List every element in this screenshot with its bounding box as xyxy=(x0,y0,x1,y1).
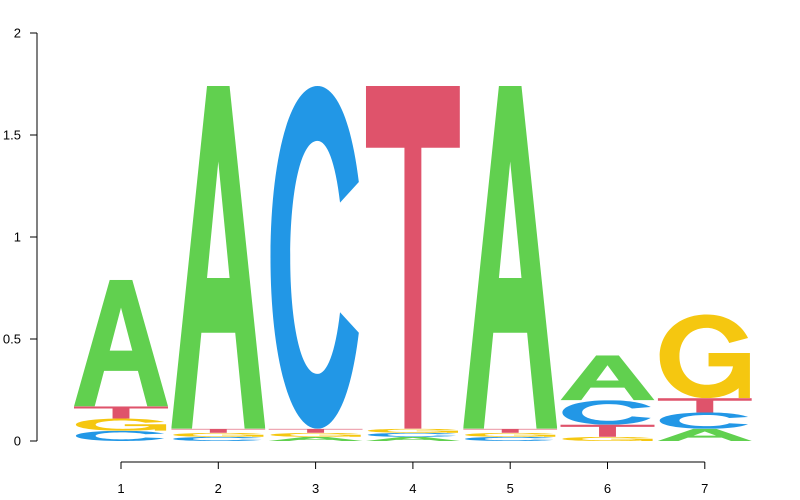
x-tick-label: 6 xyxy=(604,481,611,496)
position-stack-6 xyxy=(560,355,655,441)
letter-g-glyph xyxy=(465,432,556,437)
letter-a-glyph xyxy=(74,279,168,407)
x-tick-label: 7 xyxy=(701,481,708,496)
letter-t-glyph xyxy=(268,428,363,433)
letter-a-glyph xyxy=(560,355,655,401)
x-axis: 1 2 3 4 5 6 7 xyxy=(117,461,708,496)
letter-a-glyph xyxy=(463,86,558,429)
letter-g-glyph xyxy=(270,432,361,437)
letter-c-glyph xyxy=(465,436,554,441)
position-stack-4 xyxy=(365,86,460,441)
y-tick-label: 1.5 xyxy=(3,128,21,143)
y-tick-label: 2 xyxy=(14,26,21,41)
letter-a-glyph xyxy=(365,436,460,441)
letter-t-glyph xyxy=(171,428,266,433)
position-stack-5 xyxy=(463,86,558,441)
y-tick-label: 0.5 xyxy=(3,332,21,347)
letter-t-glyph xyxy=(560,424,655,437)
x-tick-label: 1 xyxy=(117,481,124,496)
letter-c-glyph xyxy=(659,412,749,429)
letter-c-glyph xyxy=(75,430,165,441)
position-stack-7 xyxy=(657,314,752,441)
letter-c-glyph xyxy=(367,432,457,437)
position-stack-3 xyxy=(268,86,363,441)
x-tick-label: 4 xyxy=(409,481,416,496)
letter-a-glyph xyxy=(171,86,266,429)
y-tick-label: 0 xyxy=(14,434,21,449)
letter-a-glyph xyxy=(657,428,752,441)
y-axis: 0 0.5 1 1.5 2 xyxy=(3,26,38,449)
x-tick-label: 2 xyxy=(215,481,222,496)
letter-g-glyph xyxy=(659,314,750,399)
letter-a-glyph xyxy=(268,436,363,441)
letter-g-glyph xyxy=(75,418,167,431)
letter-c-glyph xyxy=(173,436,262,441)
position-stack-2 xyxy=(171,86,266,441)
y-tick-label: 1 xyxy=(14,230,21,245)
letter-t-glyph xyxy=(463,428,558,433)
letter-g-glyph xyxy=(562,436,653,441)
position-stack-1 xyxy=(74,279,168,441)
letter-stacks xyxy=(74,86,752,441)
letter-c-glyph xyxy=(562,400,651,425)
letter-g-glyph xyxy=(173,432,264,437)
x-tick-label: 3 xyxy=(312,481,319,496)
letter-t-glyph xyxy=(74,406,168,419)
letter-g-glyph xyxy=(367,428,459,433)
x-tick-label: 5 xyxy=(507,481,514,496)
letter-t-glyph xyxy=(365,86,460,429)
letter-c-glyph xyxy=(270,86,359,429)
letter-t-glyph xyxy=(657,398,752,413)
